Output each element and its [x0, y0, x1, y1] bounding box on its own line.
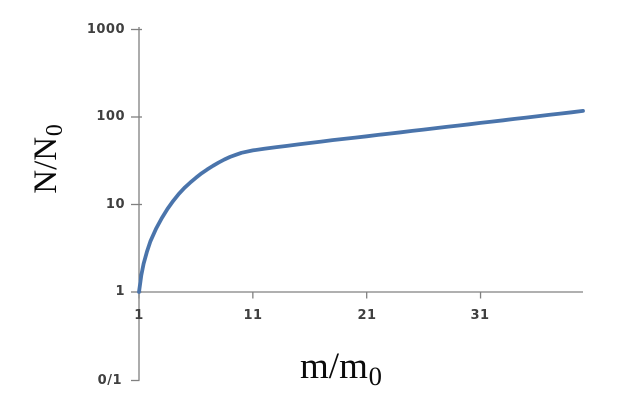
- x-tick-label-1: 1: [134, 308, 144, 323]
- y-tick-label-10: 10: [105, 197, 125, 212]
- x-axis-title: m/m0: [261, 346, 421, 391]
- data-series-line: [137, 109, 585, 294]
- x-axis-title-main: m/m: [300, 346, 368, 387]
- y-axis-origin-label: 0/1: [97, 373, 122, 388]
- y-tick-label-100: 100: [96, 109, 125, 124]
- x-tick-label-11: 11: [243, 308, 263, 323]
- y-axis-title-main: N/N: [28, 136, 64, 194]
- y-axis-title: N/N0: [27, 107, 68, 211]
- y-axis-title-subscript: 0: [42, 124, 69, 137]
- x-tick-label-31: 31: [470, 308, 490, 323]
- x-tick-label-21: 21: [357, 308, 377, 323]
- x-axis-title-subscript: 0: [368, 360, 382, 391]
- y-tick-label-1: 1: [115, 284, 125, 299]
- y-tick-label-1000: 1000: [86, 22, 125, 37]
